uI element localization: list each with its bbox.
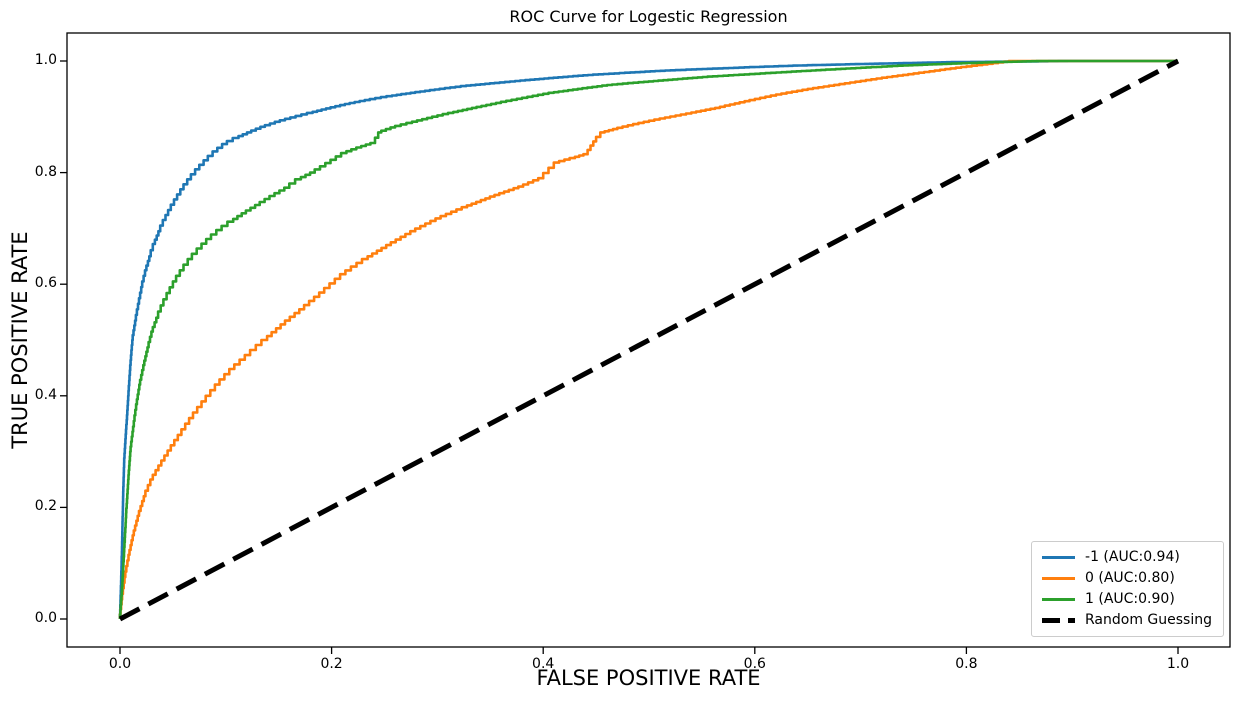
roc-curve-1 <box>118 59 1178 619</box>
legend: -1 (AUC:0.94) 0 (AUC:0.80) 1 (AUC:0.90) Ran… <box>1031 541 1224 637</box>
legend-item--1: -1 (AUC:0.94) <box>1042 549 1212 566</box>
x-tick-label: 0.2 <box>320 656 343 672</box>
y-tick-label: 0.2 <box>34 498 57 515</box>
legend-label: 1 (AUC:0.90) <box>1085 591 1175 607</box>
plot-border <box>66 32 1231 648</box>
y-tick-label: 0.0 <box>34 610 57 626</box>
legend-label: 0 (AUC:0.80) <box>1085 570 1175 586</box>
legend-line-sample <box>1042 556 1076 559</box>
x-axis-label: FALSE POSITIVE RATE <box>536 666 761 690</box>
x-tick-label: 0.0 <box>108 656 132 672</box>
x-tick-label: 1.0 <box>1166 656 1190 672</box>
roc-curve--1 <box>118 59 1178 619</box>
legend-line-sample <box>1042 577 1076 580</box>
y-tick-label: 0.8 <box>34 163 57 180</box>
legend-line-sample <box>1042 618 1076 623</box>
legend-line-sample <box>1042 598 1076 601</box>
legend-label: Random Guessing <box>1085 612 1212 628</box>
legend-label: -1 (AUC:0.94) <box>1085 549 1180 565</box>
y-tick-label: 0.4 <box>34 386 57 403</box>
y-tick-label: 0.6 <box>34 275 57 292</box>
legend-item-1: 1 (AUC:0.90) <box>1042 591 1212 608</box>
roc-curve-0 <box>118 59 1178 619</box>
legend-item-0: 0 (AUC:0.80) <box>1042 570 1212 587</box>
y-tick-label: 1.0 <box>34 52 57 68</box>
x-tick-label: 0.8 <box>955 656 978 672</box>
x-tick-label: 0.6 <box>743 656 766 672</box>
y-axis-label: TRUE POSITIVE RATE <box>8 231 32 449</box>
chart-title: ROC Curve for Logestic Regression <box>509 7 788 26</box>
curve-random-guessing <box>118 58 1180 622</box>
x-tick-label: 0.4 <box>532 656 555 672</box>
legend-item-random: Random Guessing <box>1042 612 1212 629</box>
